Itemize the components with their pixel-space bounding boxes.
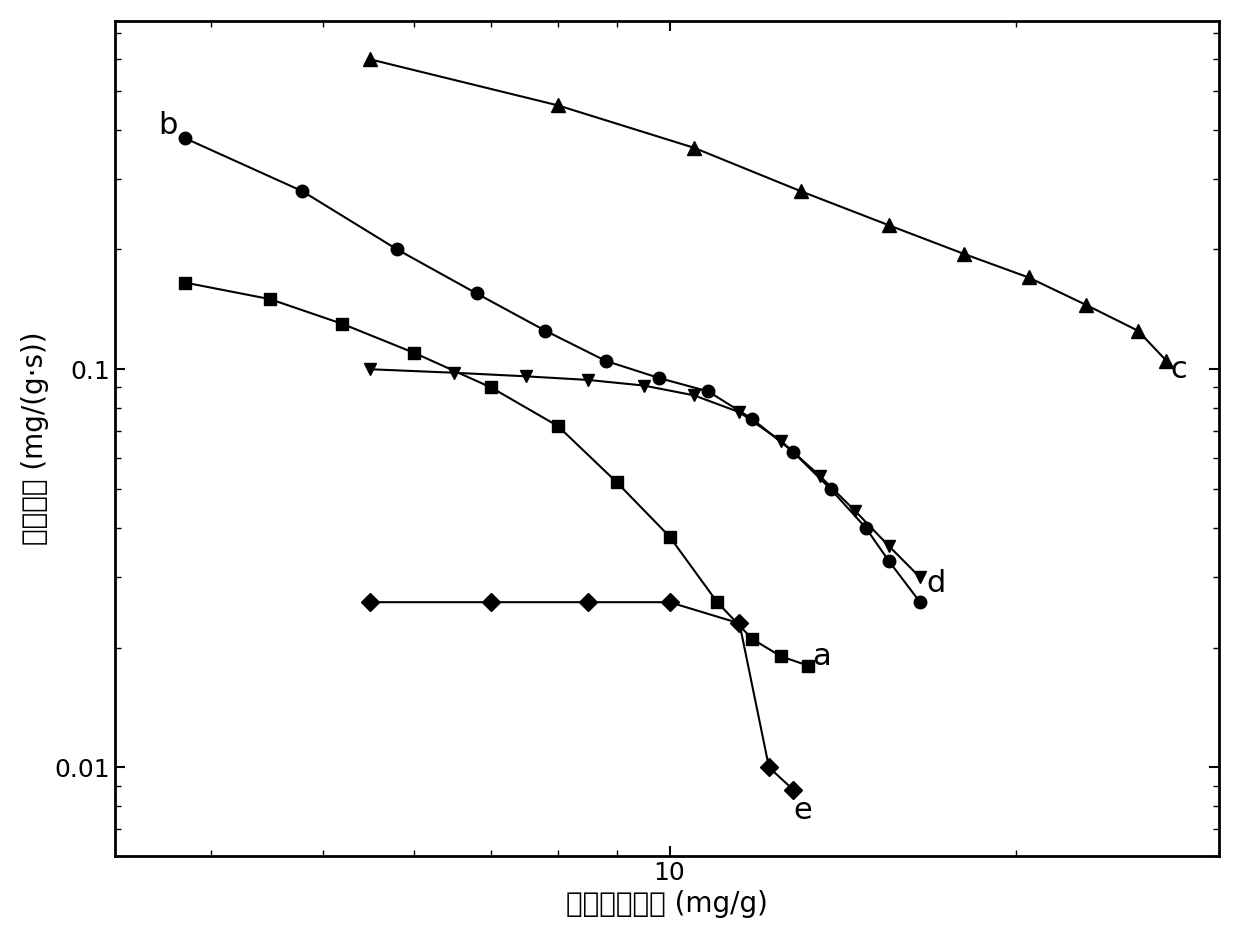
Text: c: c <box>1171 355 1187 384</box>
Text: b: b <box>159 111 177 140</box>
Text: e: e <box>794 796 812 824</box>
Y-axis label: 吸附速率 (mg/(g·s)): 吸附速率 (mg/(g·s)) <box>21 331 48 545</box>
X-axis label: 单位电吸附量 (mg/g): 单位电吸附量 (mg/g) <box>567 890 768 918</box>
Text: a: a <box>812 642 831 671</box>
Text: d: d <box>926 569 945 598</box>
